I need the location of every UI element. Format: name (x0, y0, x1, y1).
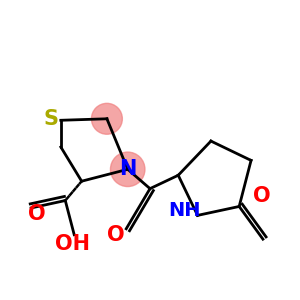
Text: S: S (44, 109, 59, 129)
Circle shape (92, 103, 122, 134)
Text: NH: NH (168, 201, 200, 220)
Circle shape (110, 152, 145, 187)
Text: O: O (107, 225, 124, 245)
Text: O: O (28, 204, 45, 224)
Text: OH: OH (55, 234, 90, 254)
Text: O: O (253, 186, 270, 206)
Text: N: N (119, 159, 136, 179)
